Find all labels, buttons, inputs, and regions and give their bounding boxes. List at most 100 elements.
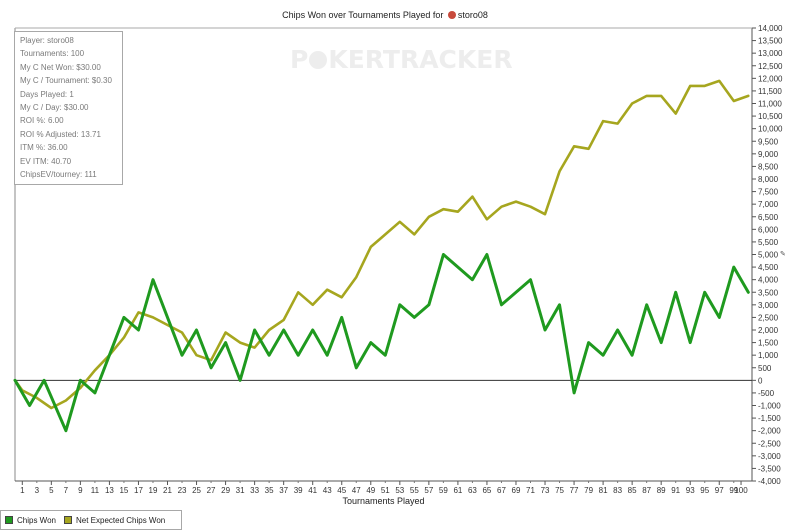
stats-line: ChipsEV/tourney: 111 — [20, 170, 97, 180]
y-tick-label: 3,500 — [758, 288, 779, 297]
x-tick-label: 17 — [134, 486, 143, 495]
x-minor-tick-label: 27 — [207, 486, 216, 495]
y-tick-label: 5,000 — [758, 251, 779, 260]
y-tick-label: 14,000 — [758, 24, 783, 33]
x-tick-label: 21 — [163, 486, 172, 495]
y-tick-label: 10,500 — [758, 112, 783, 121]
x-minor-tick-label: 55 — [410, 486, 419, 495]
x-tick-label: 61 — [453, 486, 462, 495]
stats-line: My C / Day: $30.00 — [20, 103, 89, 113]
stats-line: Tournaments: 100 — [20, 49, 85, 59]
x-tick-label: 33 — [250, 486, 259, 495]
x-axis-label: Tournaments Played — [342, 496, 424, 506]
x-tick-label: 53 — [395, 486, 404, 495]
x-minor-tick-label: 35 — [265, 486, 274, 495]
x-minor-tick-label: 75 — [555, 486, 564, 495]
x-minor-tick-label: 7 — [64, 486, 69, 495]
y-tick-label: -1,500 — [758, 414, 781, 423]
stats-line: ITM %: 36.00 — [20, 143, 68, 153]
stats-line: My C Net Won: $30.00 — [20, 62, 101, 72]
legend-label: Net Expected Chips Won — [75, 515, 166, 525]
x-tick-label: 41 — [308, 486, 317, 495]
y-tick-label: 6,500 — [758, 213, 779, 222]
x-tick-label: 5 — [49, 486, 54, 495]
y-tick-label: -500 — [758, 389, 775, 398]
stats-line: Days Played: 1 — [20, 89, 74, 99]
y-tick-label: 7,000 — [758, 200, 779, 209]
series-line-net-expected-chips-won — [13, 79, 750, 410]
series-line-chips-won — [13, 253, 750, 433]
y-tick-label: 0 — [758, 376, 763, 385]
x-minor-tick-label: 23 — [178, 486, 187, 495]
y-tick-label: -3,500 — [758, 464, 781, 473]
x-minor-tick-label: 83 — [613, 486, 622, 495]
x-minor-tick-label: 71 — [526, 486, 535, 495]
chart-legend: Chips Won Net Expected Chips Won — [0, 510, 182, 530]
x-tick-label: 45 — [337, 486, 346, 495]
y-tick-label: 12,000 — [758, 74, 783, 83]
y-tick-label: 6,000 — [758, 225, 779, 234]
y-tick-label: 1,500 — [758, 339, 779, 348]
y-tick-label: 2,500 — [758, 313, 779, 322]
y-tick-label: 1,000 — [758, 351, 779, 360]
x-minor-tick-label: 79 — [584, 486, 593, 495]
legend-item: Net Expected Chips Won — [63, 515, 166, 525]
y-tick-label: -3,000 — [758, 452, 781, 461]
x-minor-tick-label: 43 — [323, 486, 332, 495]
x-minor-tick-label: 51 — [381, 486, 390, 495]
x-minor-tick-label: 91 — [671, 486, 680, 495]
x-tick-label: 57 — [424, 486, 433, 495]
stats-line: EV ITM: 40.70 — [20, 156, 72, 166]
x-minor-tick-label: 3 — [35, 486, 40, 495]
x-minor-tick-label: 31 — [236, 486, 245, 495]
x-tick-label: 85 — [628, 486, 637, 495]
x-minor-tick-label: 15 — [119, 486, 128, 495]
x-minor-tick-label: 95 — [700, 486, 709, 495]
y-tick-label: 4,500 — [758, 263, 779, 272]
x-tick-label: 25 — [192, 486, 201, 495]
y-tick-label: 2,000 — [758, 326, 779, 335]
stats-line: My C / Tournament: $0.30 — [20, 76, 112, 86]
x-minor-tick-label: 39 — [294, 486, 303, 495]
y-tick-label: -4,000 — [758, 477, 781, 486]
y-tick-label: 11,500 — [758, 87, 782, 96]
stats-line: ROI % Adjusted: 13.71 — [20, 129, 101, 139]
stats-line: Player: storo08 — [20, 36, 74, 45]
x-minor-tick-label: 11 — [91, 486, 100, 495]
y-tick-label: 8,000 — [758, 175, 779, 184]
y-tick-label: 4,000 — [758, 276, 779, 285]
watermark-text-right: KERTRACKER — [328, 45, 513, 74]
x-tick-label: 29 — [221, 486, 230, 495]
x-minor-tick-label: 87 — [642, 486, 651, 495]
y-tick-label: 7,500 — [758, 188, 779, 197]
legend-label: Chips Won — [17, 515, 56, 525]
pokertracker-watermark: P KERTRACKER — [290, 45, 513, 74]
x-tick-label: 81 — [599, 486, 608, 495]
x-minor-tick-label: 59 — [439, 486, 448, 495]
x-tick-label: 1 — [20, 486, 25, 495]
x-minor-tick-label: 67 — [497, 486, 506, 495]
x-tick-label: 9 — [78, 486, 83, 495]
legend-item: Chips Won — [5, 516, 56, 525]
y-tick-label: 13,000 — [758, 49, 783, 58]
y-tick-label: 9,500 — [758, 137, 779, 146]
x-minor-tick-label: 63 — [468, 486, 477, 495]
y-tick-label: -2,500 — [758, 439, 781, 448]
y-tick-label: 8,500 — [758, 162, 779, 171]
settings-pin-icon[interactable]: ✎ — [780, 251, 786, 258]
x-tick-label: 100 — [734, 486, 748, 495]
x-tick-label: 37 — [279, 486, 288, 495]
y-tick-label: 12,500 — [758, 62, 783, 71]
x-tick-label: 97 — [715, 486, 724, 495]
x-tick-label: 13 — [105, 486, 114, 495]
y-tick-label: 500 — [758, 364, 772, 373]
legend-swatch — [63, 516, 72, 524]
x-tick-label: 73 — [541, 486, 550, 495]
chart-title-player: storo08 — [457, 10, 488, 20]
x-minor-tick-label: 19 — [149, 486, 158, 495]
x-minor-tick-label: 99 — [729, 486, 738, 495]
y-tick-label: 3,000 — [758, 301, 779, 310]
x-tick-label: 93 — [686, 486, 695, 495]
x-tick-label: 77 — [570, 486, 579, 495]
